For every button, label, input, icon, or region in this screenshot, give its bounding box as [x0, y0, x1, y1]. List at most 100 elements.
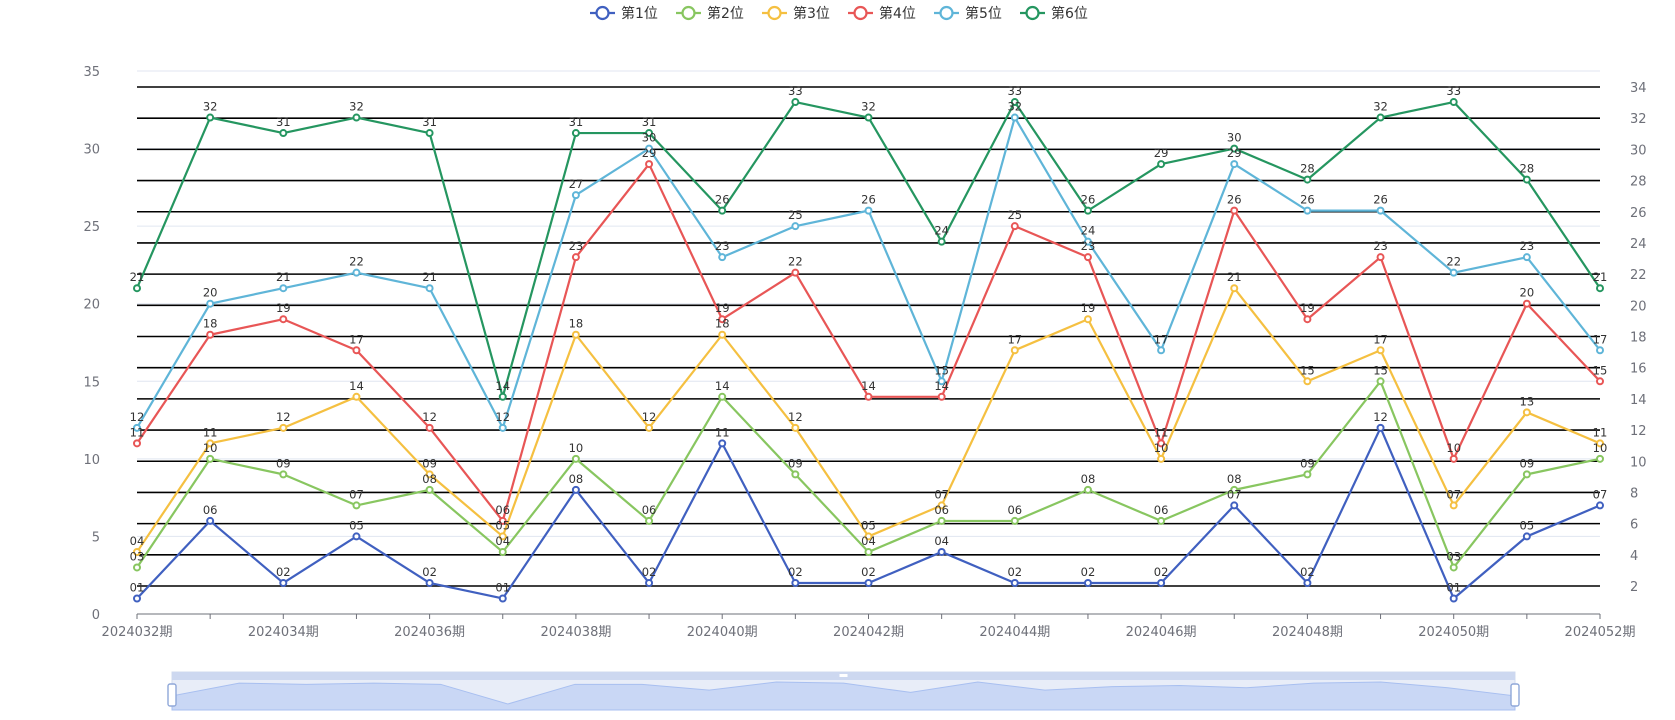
data-point: [1449, 563, 1458, 572]
data-point: [279, 578, 288, 587]
data-label: 06: [1007, 503, 1022, 517]
data-point: [498, 423, 507, 432]
x-axis-ticks: 2024032期 2024034期 2024036期 2024038期 2024040期…: [102, 614, 1635, 640]
data-label: 10: [569, 441, 584, 455]
data-label: 12: [495, 410, 510, 424]
legend-label: 第6位: [1051, 5, 1088, 22]
y-right-tick-label: 18: [1630, 331, 1647, 346]
data-point: [1522, 175, 1531, 184]
data-label: 31: [569, 115, 584, 129]
data-point: [279, 470, 288, 479]
data-point: [1596, 284, 1604, 293]
y-right-tick-label: 16: [1630, 362, 1647, 377]
zoom-handle-start[interactable]: [167, 683, 177, 707]
data-point: [498, 516, 507, 525]
y-right-tick-label: 20: [1630, 299, 1647, 314]
data-label: 25: [788, 208, 803, 222]
data-label: 14: [715, 379, 730, 393]
x-tick-label: 2024046期: [1126, 625, 1197, 640]
data-label: 32: [203, 100, 218, 114]
y-right-tick-label: 30: [1630, 143, 1647, 158]
data-point: [1230, 485, 1239, 494]
data-label: 29: [1154, 146, 1169, 160]
data-point: [645, 160, 654, 169]
data-label: 19: [715, 301, 730, 315]
legend-label: 第1位: [621, 5, 658, 22]
data-label: 26: [1373, 193, 1388, 207]
data-point: [1522, 253, 1531, 262]
data-point: [1303, 578, 1312, 587]
data-label: 19: [1300, 301, 1315, 315]
data-label: 12: [130, 410, 145, 424]
data-point: [133, 284, 141, 293]
data-label: 06: [203, 503, 218, 517]
x-tick-label: 2024050期: [1418, 625, 1489, 640]
data-point: [1303, 175, 1312, 184]
data-label: 08: [422, 472, 437, 486]
data-point: [1083, 237, 1092, 246]
data-point: [206, 330, 215, 339]
legend-item-5[interactable]: 第5位: [934, 5, 1002, 22]
data-point: [1230, 501, 1239, 510]
data-label: 02: [276, 565, 291, 579]
data-point: [1230, 160, 1239, 169]
data-label: 32: [1007, 100, 1022, 114]
data-label: 22: [788, 255, 803, 269]
x-tick-label: 2024040期: [687, 625, 758, 640]
data-point: [133, 547, 141, 556]
data-point: [937, 547, 946, 556]
legend-marker: [595, 5, 610, 21]
data-label: 02: [1007, 565, 1022, 579]
zoom-handle-end[interactable]: [1510, 683, 1520, 707]
data-point: [1010, 516, 1019, 525]
data-label: 04: [130, 534, 145, 548]
data-label: 18: [203, 317, 218, 331]
data-zoom-slider[interactable]: [167, 671, 1520, 711]
data-point: [864, 547, 873, 556]
data-label: 12: [642, 410, 657, 424]
legend-item-2[interactable]: 第2位: [676, 5, 744, 22]
data-label: 02: [1154, 565, 1169, 579]
data-point: [352, 392, 361, 401]
data-point: [498, 392, 507, 401]
data-label: 12: [788, 410, 803, 424]
data-point: [352, 346, 361, 355]
data-label: 29: [1227, 146, 1242, 160]
data-label: 21: [1227, 270, 1242, 284]
legend-item-1[interactable]: 第1位: [590, 5, 658, 22]
data-label: 06: [934, 503, 949, 517]
data-point: [1157, 346, 1166, 355]
data-label: 05: [1520, 518, 1535, 532]
data-point: [791, 268, 800, 277]
data-point: [1522, 532, 1531, 541]
data-point: [718, 315, 727, 324]
data-label: 26: [1300, 193, 1315, 207]
data-point: [279, 284, 288, 293]
y-right-tick-label: 32: [1630, 112, 1647, 127]
data-label: 23: [1520, 239, 1535, 253]
data-point: [352, 268, 361, 277]
legend-item-3[interactable]: 第3位: [762, 5, 830, 22]
legend-marker: [681, 5, 696, 21]
right-axis-gridlines: [137, 86, 1600, 587]
data-point: [1449, 268, 1458, 277]
y-right-tick-label: 12: [1630, 424, 1647, 439]
data-label: 32: [861, 100, 876, 114]
data-label: 27: [569, 177, 584, 191]
y-left-tick-label: 30: [83, 143, 100, 158]
data-point: [718, 206, 727, 215]
data-label: 17: [1154, 332, 1169, 346]
data-point: [1596, 439, 1604, 448]
legend-item-4[interactable]: 第4位: [848, 5, 916, 22]
data-label: 15: [1373, 363, 1388, 377]
legend-marker: [767, 5, 782, 21]
data-label: 02: [861, 565, 876, 579]
legend-item-6[interactable]: 第6位: [1020, 5, 1088, 22]
legend: 第1位 第2位 第3位 第4位 第5位 第6位: [590, 5, 1088, 22]
left-axis-gridlines: [137, 70, 1600, 615]
data-point: [1083, 253, 1092, 262]
data-label: 17: [1007, 332, 1022, 346]
data-label: 10: [203, 441, 218, 455]
